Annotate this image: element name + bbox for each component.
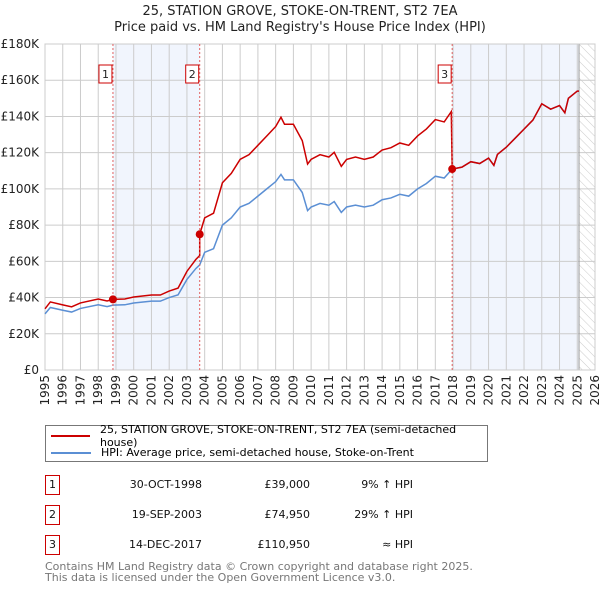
chart-subtitle: Price paid vs. HM Land Registry's House … — [114, 20, 486, 35]
future-hatch — [579, 44, 595, 370]
sale-marker-box: 2 — [45, 505, 60, 525]
x-tick-label: 2018 — [446, 375, 460, 406]
x-tick-label: 2026 — [588, 375, 600, 406]
sale-point — [448, 165, 457, 174]
x-tick-label: 2007 — [251, 375, 265, 406]
x-tick-label: 2015 — [393, 375, 407, 406]
sale-label: 3 — [441, 68, 448, 81]
x-tick-label: 2021 — [499, 375, 513, 406]
sale-price: £39,000 — [264, 478, 311, 491]
y-tick-label: £0 — [24, 363, 39, 377]
x-tick-label: 2016 — [411, 375, 425, 406]
x-tick-label: 2009 — [286, 375, 300, 406]
x-tick-label: 2020 — [482, 375, 496, 406]
y-tick-label: £180K — [1, 37, 41, 51]
sale-label-box — [185, 64, 200, 84]
sale-hpi: ≈ HPI — [382, 538, 413, 551]
x-tick-label: 1997 — [73, 375, 87, 406]
x-tick-label: 2024 — [553, 375, 567, 406]
x-tick-label: 2010 — [304, 375, 318, 406]
shade-region — [452, 44, 580, 370]
x-tick-label: 2023 — [535, 375, 549, 406]
sale-marker-box: 3 — [45, 535, 60, 555]
x-tick-label: 2017 — [428, 375, 442, 406]
legend-label: 25, STATION GROVE, STOKE-ON-TRENT, ST2 7… — [99, 422, 457, 449]
y-tick-label: £20K — [8, 327, 40, 341]
x-tick-label: 2005 — [215, 375, 229, 406]
x-tick-label: 2011 — [322, 375, 336, 406]
sale-point — [108, 295, 117, 304]
x-tick-label: 1995 — [38, 375, 52, 406]
plot-area: £0 £20K £40K £60K £80K £100K £120K £140K £160K £1… — [1, 37, 600, 406]
x-tick-label: 2019 — [464, 375, 478, 406]
x-tick-label: 2025 — [570, 375, 584, 406]
legend-swatch-blue — [51, 451, 91, 454]
sale-label: 2 — [189, 68, 196, 81]
legend: 25, STATION GROVE, STOKE-ON-TRENT, ST2 7… — [45, 423, 488, 462]
sale-price: £110,950 — [257, 538, 311, 551]
y-tick-label: £160K — [1, 73, 41, 87]
sale-price: £74,950 — [264, 508, 311, 521]
y-tick-label: £120K — [1, 146, 41, 160]
y-tick-label: £80K — [8, 218, 40, 232]
price-paid-line — [44, 90, 580, 310]
y-tick-label: £140K — [1, 109, 41, 123]
chart-title: 25, STATION GROVE, STOKE-ON-TRENT, ST2 7… — [142, 4, 458, 19]
legend-item-property: 25, STATION GROVE, STOKE-ON-TRENT, ST2 7… — [51, 423, 487, 449]
x-tick-label: 1996 — [56, 375, 70, 406]
footer-copyright: Contains HM Land Registry data © Crown c… — [45, 560, 473, 573]
shade-region — [112, 44, 200, 370]
sale-label-box — [437, 64, 452, 84]
x-tick-label: 2013 — [357, 375, 371, 406]
plot-frame — [44, 43, 596, 371]
sale-date: 19-SEP-2003 — [131, 508, 202, 521]
x-tick-label: 2014 — [375, 375, 389, 406]
sale-label-box — [98, 64, 113, 84]
x-tick-label: 2022 — [517, 375, 531, 406]
y-tick-label: £100K — [1, 182, 41, 196]
y-tick-label: £40K — [8, 291, 40, 305]
x-tick-label: 2008 — [269, 375, 283, 406]
y-tick-label: £60K — [8, 254, 40, 268]
sale-hpi: 29% ↑ HPI — [354, 508, 413, 521]
x-tick-label: 2012 — [340, 375, 354, 406]
sale-point — [195, 230, 204, 239]
sale-date: 30-OCT-1998 — [129, 478, 202, 491]
x-tick-label: 2002 — [162, 375, 176, 406]
x-tick-label: 2000 — [127, 375, 141, 406]
x-tick-label: 2006 — [233, 375, 247, 406]
sale-hpi: 9% ↑ HPI — [361, 478, 413, 491]
legend-label: HPI: Average price, semi-detached house,… — [101, 446, 414, 459]
footer-license: This data is licensed under the Open Gov… — [45, 571, 396, 584]
x-tick-label: 2003 — [180, 375, 194, 406]
x-tick-label: 2004 — [198, 375, 212, 406]
x-tick-label: 1998 — [91, 375, 105, 406]
legend-item-hpi: HPI: Average price, semi-detached house,… — [51, 444, 414, 461]
x-tick-label: 1999 — [109, 375, 123, 406]
x-tick-label: 2001 — [144, 375, 158, 406]
legend-swatch-red — [51, 434, 90, 437]
sale-marker-box: 1 — [45, 475, 60, 495]
sale-label: 1 — [102, 68, 109, 81]
sale-date: 14-DEC-2017 — [128, 538, 202, 551]
